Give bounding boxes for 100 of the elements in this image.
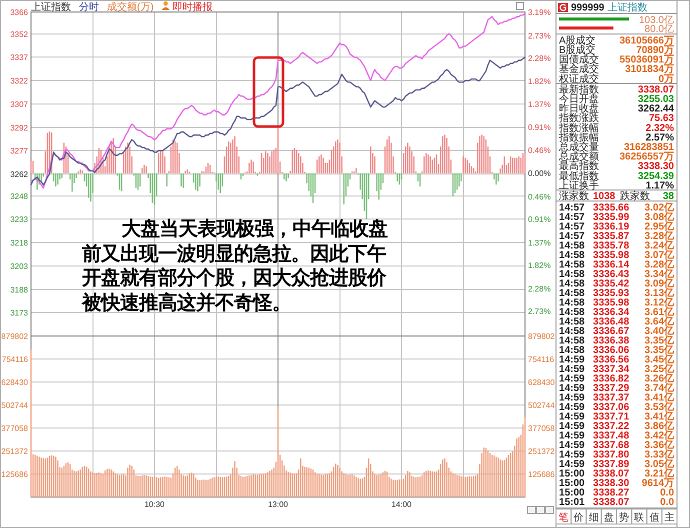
y2-tick-label: 754116 bbox=[528, 355, 555, 364]
y2-tick-label: 2.73% bbox=[528, 307, 551, 316]
text: 14:57 3336.19 2.95亿 bbox=[559, 220, 675, 232]
text: 38 bbox=[662, 190, 674, 202]
y2-tick-label: 2.28% bbox=[528, 284, 551, 294]
text: 14:59 3336.56 3.45亿 bbox=[559, 353, 675, 366]
y-tick-label: 3292 bbox=[10, 123, 29, 132]
y-tick-label: 3307 bbox=[10, 100, 29, 109]
y2-tick-label: 3.19% bbox=[528, 8, 551, 17]
data-label: 80.0亿 bbox=[644, 24, 674, 35]
y2-tick-label: 0.91% bbox=[528, 215, 551, 224]
text: 14:59 3337.89 3.05亿 bbox=[559, 458, 675, 470]
y2-tick-label: 1.37% bbox=[528, 238, 551, 248]
text: 14:59 3337.48 3.42亿 bbox=[559, 429, 675, 442]
text: 14:57 3335.66 3.02亿 bbox=[559, 201, 675, 214]
text: 14:59 3337.06 3.53亿 bbox=[559, 400, 675, 413]
text: 36105666万 bbox=[620, 35, 674, 46]
y2-tick-label: 879802 bbox=[528, 332, 556, 341]
text: 0万 bbox=[658, 74, 674, 85]
text: 14:58 3335.93 3.13亿 bbox=[559, 286, 675, 299]
annotation: 大盘当天表现极强，中午临收盘前又出现一波明显的急拉。因此下午开盘就有部分个股，因大众抢进股价被快速推高这并不奇怪。 bbox=[80, 216, 388, 316]
y-tick-label: 377058 bbox=[1, 424, 29, 433]
text: 15:00 3338.30 9614万 bbox=[559, 478, 674, 489]
text: 14:59 3337.68 3.36亿 bbox=[559, 438, 675, 451]
y-tick-label: 3203 bbox=[10, 262, 29, 271]
text: 14:58 3336.14 3.28亿 bbox=[559, 258, 675, 270]
text: 14:58 3336.38 3.35亿 bbox=[559, 334, 675, 346]
text: 1.17% bbox=[646, 180, 674, 192]
y-tick-label: 3248 bbox=[10, 192, 29, 201]
category-label: 细 bbox=[588, 512, 599, 524]
text: 14:59 3337.34 3.25亿 bbox=[559, 362, 675, 375]
text: 2.32% bbox=[646, 122, 674, 134]
y-tick-label: 879802 bbox=[1, 332, 29, 341]
y-tick-label: 3366 bbox=[10, 8, 29, 17]
text: 14:59 3337.29 3.74亿 bbox=[559, 382, 675, 394]
category-label: 笔 bbox=[558, 512, 569, 524]
text: 316283851 bbox=[624, 142, 674, 153]
y2-tick-label: 0.46% bbox=[528, 146, 551, 155]
category-label: 上证换手 bbox=[559, 179, 599, 192]
y2-tick-label: 1.82% bbox=[528, 261, 551, 270]
y2-tick-label: 251372 bbox=[528, 447, 556, 456]
y-tick-label: 3352 bbox=[10, 30, 29, 39]
category-label: 势 bbox=[619, 512, 630, 524]
text: 36256557万 bbox=[620, 152, 674, 163]
y2-tick-label: 377058 bbox=[528, 424, 556, 433]
text: 3254.39 bbox=[638, 170, 674, 182]
y2-tick-label: 0.46% bbox=[528, 192, 551, 202]
text: 14:59 3337.80 3.33亿 bbox=[559, 448, 675, 460]
y2-tick-label: 1.37% bbox=[528, 100, 551, 109]
x-tick-label: 14:00 bbox=[391, 500, 412, 509]
y-tick-label: 3337 bbox=[10, 53, 29, 62]
text: 1038 bbox=[593, 190, 616, 202]
y2-tick-label: 2.73% bbox=[528, 31, 551, 40]
chart-title: 999999 bbox=[571, 2, 605, 14]
category-label: 权证成交 bbox=[558, 72, 599, 85]
category-label: B股成交 bbox=[559, 44, 596, 56]
category-label: 上证指数 bbox=[31, 1, 71, 13]
data-label: 103.0亿 bbox=[638, 15, 674, 26]
text: 14:59 3336.82 3.26亿 bbox=[559, 372, 675, 384]
text: 14:58 3335.98 3.07亿 bbox=[559, 248, 675, 261]
text: 15:01 3338.07 0.0 bbox=[559, 496, 674, 508]
text: 14:57 3335.99 3.08亿 bbox=[559, 210, 675, 223]
text: 14:58 3336.67 3.40亿 bbox=[559, 324, 675, 337]
text: 70890万 bbox=[636, 45, 674, 56]
category-label: 最低指数 bbox=[559, 170, 599, 182]
y2-tick-label: 2.28% bbox=[528, 54, 551, 63]
y-tick-label: 628430 bbox=[1, 378, 29, 387]
text: 14:59 3337.37 3.41亿 bbox=[559, 391, 675, 404]
text: 14:59 3337.22 3.86亿 bbox=[559, 420, 675, 432]
text: 14:58 3336.34 3.61亿 bbox=[559, 306, 675, 318]
category-label: 今日开盘 bbox=[559, 93, 599, 105]
text: 15:00 3338.27 0.0 bbox=[559, 487, 674, 498]
text: 14:58 3336.48 3.64亿 bbox=[559, 315, 675, 328]
text: 14:58 3335.42 3.09亿 bbox=[559, 277, 675, 290]
text: 14:58 3336.06 3.35亿 bbox=[559, 344, 675, 356]
y2-tick-label: 0.91% bbox=[528, 123, 551, 132]
category-label: 分时 bbox=[79, 1, 99, 13]
category-label: A股成交 bbox=[559, 34, 596, 46]
y-tick-label: 754116 bbox=[2, 355, 29, 364]
category-label: 盘 bbox=[604, 512, 614, 524]
y-tick-label: 3233 bbox=[10, 215, 29, 224]
text: 3338.30 bbox=[638, 161, 674, 172]
category-label: 指数振幅 bbox=[558, 131, 599, 144]
text: 3255.03 bbox=[638, 94, 674, 105]
x-tick-label: 10:30 bbox=[144, 500, 166, 509]
text: 3338.07 bbox=[638, 84, 674, 96]
text: 14:59 3337.71 3.41亿 bbox=[559, 410, 675, 422]
category-label: 指数涨幅 bbox=[558, 122, 599, 134]
y2-tick-label: 0.00% bbox=[528, 169, 551, 178]
y-tick-label: 3322 bbox=[10, 76, 29, 86]
y-tick-label: 3218 bbox=[10, 238, 29, 248]
text: 75.63 bbox=[648, 113, 674, 124]
y-tick-label: 125686 bbox=[1, 470, 29, 479]
category-label: 主 bbox=[664, 512, 674, 524]
chart-subtitle: 上证指数 bbox=[607, 2, 648, 14]
text: 2.57% bbox=[646, 132, 674, 144]
text: 3262.44 bbox=[638, 104, 674, 115]
category-label: 联 bbox=[634, 512, 644, 524]
category-label: 值 bbox=[649, 512, 660, 524]
text: 14:58 3335.78 3.24亿 bbox=[559, 239, 675, 252]
